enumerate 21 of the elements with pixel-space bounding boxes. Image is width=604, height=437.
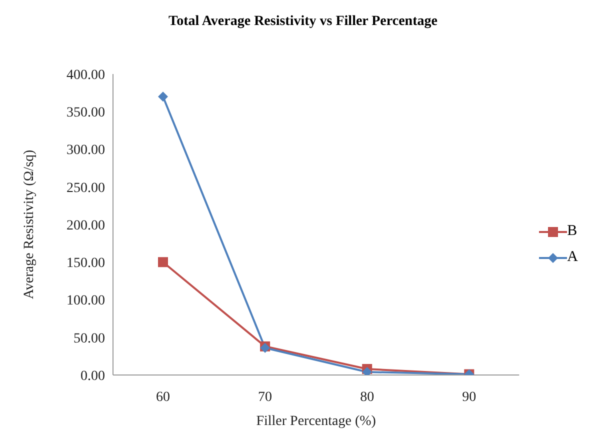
- y-tick-label: 400.00: [66, 68, 105, 83]
- legend-label: B: [567, 223, 578, 240]
- y-tick-label: 350.00: [66, 106, 105, 121]
- x-tick-label: 80: [360, 390, 374, 405]
- point: [158, 257, 168, 268]
- y-tick-label: 100.00: [66, 294, 105, 309]
- y-tick-label: 200.00: [66, 218, 105, 234]
- chart-title: Total Average Resistivity vs Filler Percentage: [168, 13, 438, 31]
- y-tick-label: 50.00: [74, 331, 105, 346]
- point: [158, 92, 168, 102]
- x-axis-title: Filler Percentage (%): [256, 414, 376, 429]
- y-tick-label: 250.00: [66, 180, 105, 196]
- legend-label: A: [567, 249, 578, 266]
- point: [362, 366, 372, 375]
- y-tick-label: 150.00: [66, 256, 105, 272]
- y-tick-label: 0.00: [80, 368, 105, 384]
- x-tick-label: 70: [258, 390, 272, 405]
- y-axis-title: Average Resistivity (Ω/sq): [22, 149, 37, 300]
- y-tick-label: 300.00: [66, 143, 105, 158]
- x-tick-label: 90: [462, 390, 476, 405]
- x-tick-label: 60: [156, 390, 170, 405]
